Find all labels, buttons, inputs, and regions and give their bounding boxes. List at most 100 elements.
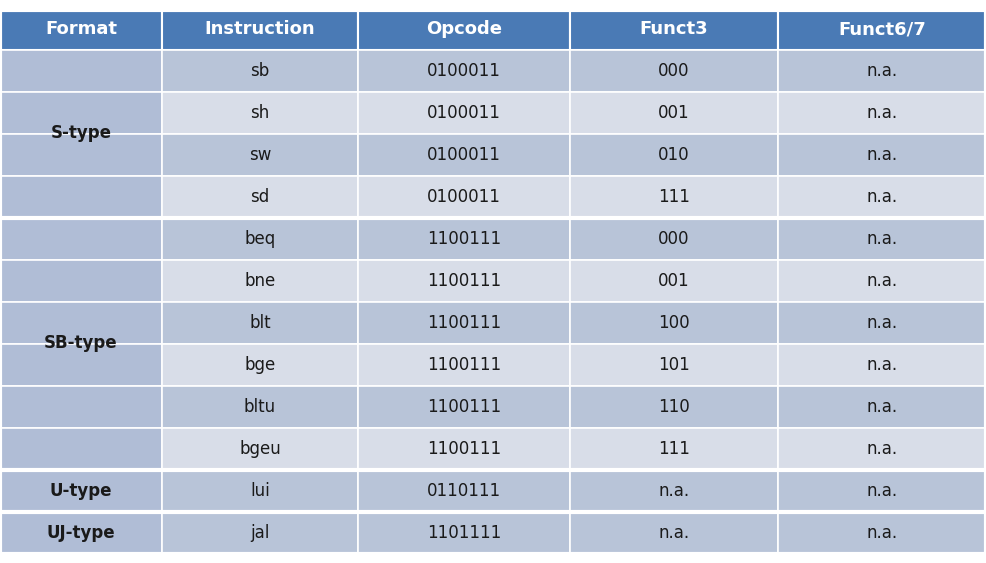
Text: 0100011: 0100011: [427, 145, 501, 163]
Text: U-type: U-type: [49, 481, 112, 499]
Bar: [358, 302, 570, 343]
Text: blt: blt: [249, 314, 271, 332]
Bar: [778, 133, 986, 176]
Text: n.a.: n.a.: [867, 524, 897, 542]
Bar: [570, 427, 778, 470]
Bar: [162, 302, 358, 343]
Text: n.a.: n.a.: [867, 481, 897, 499]
Bar: [358, 260, 570, 302]
Bar: [570, 217, 778, 260]
Text: n.a.: n.a.: [867, 104, 897, 122]
Text: 1100111: 1100111: [427, 397, 501, 415]
Bar: [0, 512, 162, 553]
Text: 1100111: 1100111: [427, 230, 501, 248]
Text: 1101111: 1101111: [427, 524, 501, 542]
Text: SB-type: SB-type: [44, 334, 117, 352]
Bar: [778, 50, 986, 92]
Bar: [570, 260, 778, 302]
Bar: [162, 386, 358, 427]
Bar: [0, 176, 162, 217]
Text: n.a.: n.a.: [867, 145, 897, 163]
Bar: [570, 343, 778, 386]
Bar: [162, 133, 358, 176]
Text: 1100111: 1100111: [427, 355, 501, 373]
Text: 000: 000: [659, 230, 690, 248]
Text: 111: 111: [658, 187, 690, 205]
Text: Format: Format: [45, 20, 117, 38]
Bar: [0, 92, 162, 133]
Bar: [570, 10, 778, 50]
Text: lui: lui: [250, 481, 270, 499]
Text: n.a.: n.a.: [867, 314, 897, 332]
Bar: [0, 260, 162, 302]
Bar: [778, 427, 986, 470]
Text: beq: beq: [245, 230, 276, 248]
Bar: [0, 133, 162, 176]
Bar: [162, 427, 358, 470]
Text: 010: 010: [659, 145, 690, 163]
Text: Funct3: Funct3: [640, 20, 708, 38]
Text: S-type: S-type: [50, 124, 111, 142]
Bar: [162, 176, 358, 217]
Text: Opcode: Opcode: [426, 20, 502, 38]
Bar: [570, 92, 778, 133]
Bar: [778, 343, 986, 386]
Bar: [162, 50, 358, 92]
Bar: [358, 133, 570, 176]
Text: n.a.: n.a.: [867, 397, 897, 415]
Text: sh: sh: [250, 104, 269, 122]
Text: 001: 001: [659, 271, 690, 289]
Text: n.a.: n.a.: [867, 230, 897, 248]
Bar: [570, 512, 778, 553]
Text: 110: 110: [658, 397, 690, 415]
Bar: [0, 470, 162, 512]
Bar: [778, 92, 986, 133]
Text: 100: 100: [659, 314, 690, 332]
Bar: [162, 470, 358, 512]
Bar: [358, 386, 570, 427]
Text: 1100111: 1100111: [427, 314, 501, 332]
Bar: [0, 386, 162, 427]
Text: n.a.: n.a.: [867, 355, 897, 373]
Bar: [0, 10, 162, 50]
Text: 0110111: 0110111: [427, 481, 501, 499]
Text: 1100111: 1100111: [427, 271, 501, 289]
Text: Instruction: Instruction: [205, 20, 316, 38]
Bar: [570, 133, 778, 176]
Bar: [162, 10, 358, 50]
Bar: [570, 50, 778, 92]
Bar: [778, 470, 986, 512]
Text: 000: 000: [659, 61, 690, 79]
Bar: [358, 470, 570, 512]
Text: n.a.: n.a.: [867, 271, 897, 289]
Bar: [778, 176, 986, 217]
Bar: [570, 176, 778, 217]
Bar: [358, 512, 570, 553]
Bar: [570, 386, 778, 427]
Text: bltu: bltu: [244, 397, 276, 415]
Text: 0100011: 0100011: [427, 187, 501, 205]
Text: sd: sd: [250, 187, 269, 205]
Text: bne: bne: [245, 271, 276, 289]
Text: n.a.: n.a.: [867, 440, 897, 458]
Bar: [162, 260, 358, 302]
Bar: [778, 386, 986, 427]
Text: UJ-type: UJ-type: [46, 524, 115, 542]
Text: 111: 111: [658, 440, 690, 458]
Text: n.a.: n.a.: [659, 481, 689, 499]
Bar: [358, 217, 570, 260]
Text: bgeu: bgeu: [240, 440, 281, 458]
Bar: [358, 343, 570, 386]
Bar: [778, 260, 986, 302]
Bar: [162, 92, 358, 133]
Bar: [778, 302, 986, 343]
Bar: [358, 176, 570, 217]
Text: 0100011: 0100011: [427, 61, 501, 79]
Bar: [0, 50, 162, 92]
Bar: [358, 92, 570, 133]
Text: 0100011: 0100011: [427, 104, 501, 122]
Text: 001: 001: [659, 104, 690, 122]
Bar: [0, 217, 162, 260]
Bar: [570, 470, 778, 512]
Text: n.a.: n.a.: [867, 61, 897, 79]
